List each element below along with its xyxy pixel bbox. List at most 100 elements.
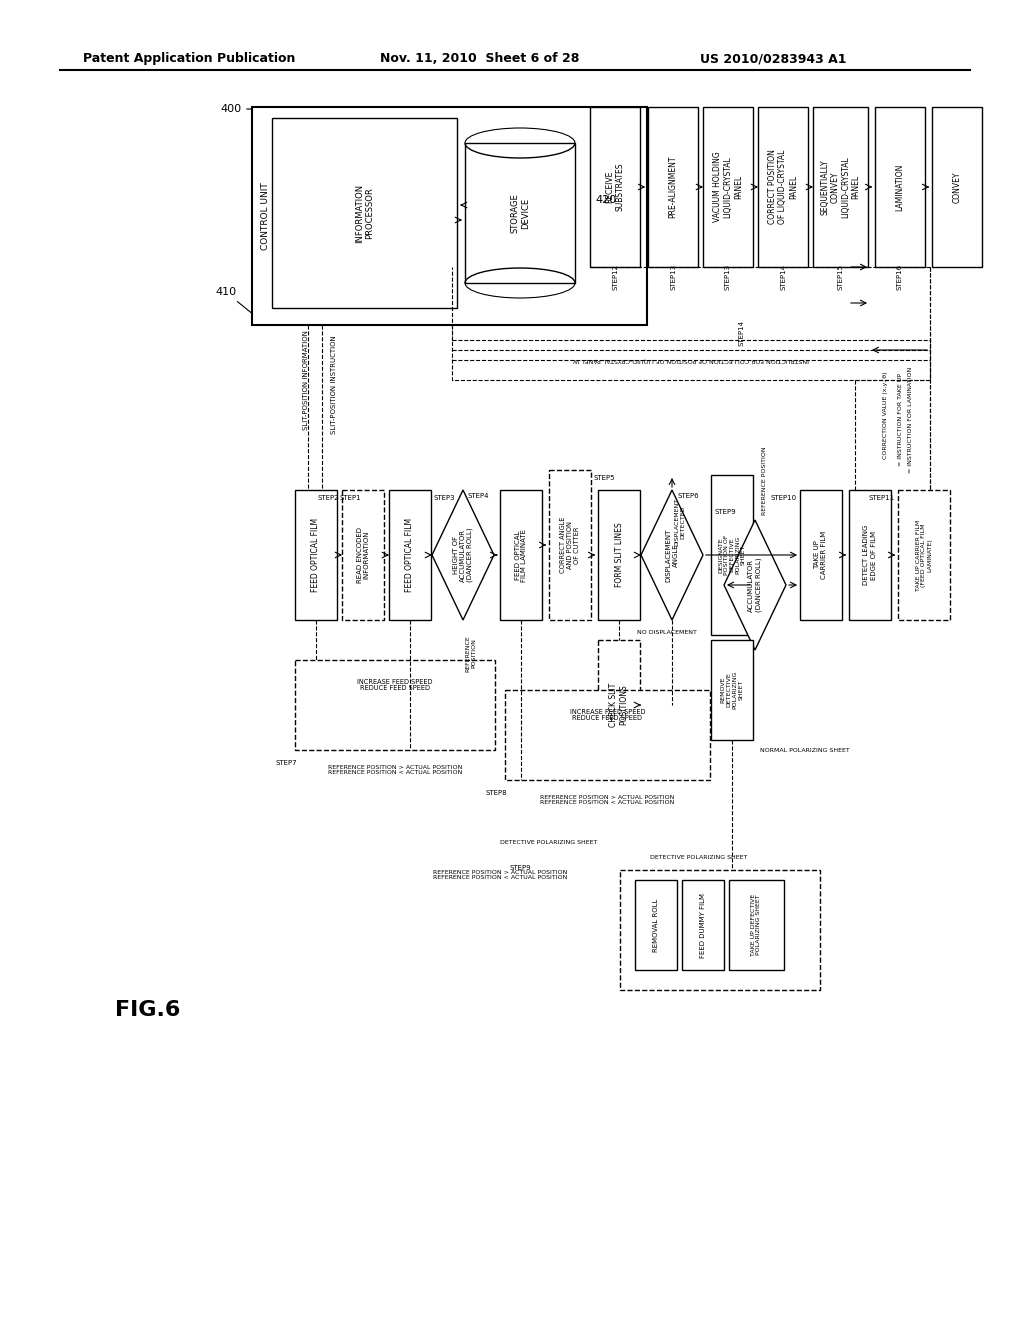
Text: = INSTRUCTION FOR TAKE UP: = INSTRUCTION FOR TAKE UP (897, 374, 902, 466)
Text: STEP14: STEP14 (780, 264, 786, 290)
Text: SLIT-POSITION INFORMATION: SLIT-POSITION INFORMATION (303, 330, 309, 430)
Bar (682, 880, 724, 970)
Bar (898, 490, 950, 620)
Text: FEED OPTICAL FILM: FEED OPTICAL FILM (406, 517, 415, 593)
Bar (711, 475, 753, 635)
Text: STEP11: STEP11 (869, 495, 895, 502)
Text: 400: 400 (220, 104, 251, 114)
Text: REFERENCE POSITION > ACTUAL POSITION
REFERENCE POSITION < ACTUAL POSITION: REFERENCE POSITION > ACTUAL POSITION REF… (433, 870, 567, 880)
Text: STEP9: STEP9 (510, 865, 531, 871)
Bar (549, 470, 591, 620)
Text: STEP6: STEP6 (677, 492, 698, 499)
Text: STEP13: STEP13 (670, 264, 676, 290)
Text: REFERENCE POSITION: REFERENCE POSITION (763, 446, 768, 515)
Text: STEP4: STEP4 (468, 492, 489, 499)
Text: PRE-ALIGNMENT: PRE-ALIGNMENT (669, 156, 678, 218)
Text: STEP3: STEP3 (434, 495, 456, 502)
Text: CORRECT POSITION
OF LIQUID-CRYSTAL
PANEL: CORRECT POSITION OF LIQUID-CRYSTAL PANEL (768, 149, 798, 224)
Bar (598, 640, 640, 770)
Text: Nov. 11, 2010  Sheet 6 of 28: Nov. 11, 2010 Sheet 6 of 28 (380, 51, 580, 65)
Bar (758, 107, 808, 267)
Text: REMOVAL ROLL: REMOVAL ROLL (653, 899, 659, 952)
Text: STEP9: STEP9 (714, 510, 736, 515)
Text: DETECTIVE POLARIZING SHEET: DETECTIVE POLARIZING SHEET (500, 840, 597, 845)
Text: READ ENCODED
INFORMATION: READ ENCODED INFORMATION (356, 527, 370, 583)
Bar (598, 490, 640, 620)
Text: REFERENCE POSITION > ACTUAL POSITION
REFERENCE POSITION < ACTUAL POSITION: REFERENCE POSITION > ACTUAL POSITION REF… (541, 795, 675, 805)
Text: STEP16: STEP16 (897, 264, 903, 290)
Text: STEP15: STEP15 (838, 264, 844, 290)
Polygon shape (432, 490, 494, 620)
Text: FORM SLIT LINES: FORM SLIT LINES (614, 523, 624, 587)
Text: FIG.6: FIG.6 (116, 1001, 180, 1020)
Text: INCREASE FEED SPEED
REDUCE FEED SPEED: INCREASE FEED SPEED REDUCE FEED SPEED (569, 709, 645, 722)
Bar (729, 880, 784, 970)
Text: INCREASE FEED SPEED
REDUCE FEED SPEED: INCREASE FEED SPEED REDUCE FEED SPEED (357, 678, 433, 692)
Text: REFERENCE POSITION > ACTUAL POSITION
REFERENCE POSITION < ACTUAL POSITION: REFERENCE POSITION > ACTUAL POSITION REF… (328, 764, 462, 775)
Text: STEP13: STEP13 (725, 264, 731, 290)
Text: REMOVE
DETECTIVE
POLARIZING
SHEET: REMOVE DETECTIVE POLARIZING SHEET (721, 671, 743, 709)
Bar (252, 107, 647, 325)
Text: DETECTIVE POLARIZING SHEET: DETECTIVE POLARIZING SHEET (650, 855, 748, 861)
Text: DESIGNATE
POSITION OF
DEFECTIVE
POLARIZING
SHEET: DESIGNATE POSITION OF DEFECTIVE POLARIZI… (718, 535, 746, 576)
Text: CORRECT ANGLE
AND POSITION
OF CUTTER: CORRECT ANGLE AND POSITION OF CUTTER (560, 517, 580, 573)
Bar (635, 880, 677, 970)
Bar (272, 117, 457, 308)
Text: DISPLACEMENT
DETECTED: DISPLACEMENT DETECTED (675, 498, 685, 546)
Text: STEP14: STEP14 (739, 319, 745, 346)
Text: STEP8: STEP8 (485, 789, 507, 796)
Bar (295, 660, 495, 750)
Bar (849, 490, 891, 620)
Text: 420: 420 (595, 195, 616, 205)
Text: STEP10: STEP10 (771, 495, 797, 502)
Text: STEP7: STEP7 (275, 760, 297, 766)
Text: DETECT LEADING
EDGE OF FILM: DETECT LEADING EDGE OF FILM (863, 525, 877, 585)
Bar (590, 107, 640, 267)
Bar (800, 490, 842, 620)
Text: = INSTRUCTION FOR LAMINATION: = INSTRUCTION FOR LAMINATION (907, 367, 912, 473)
Bar (932, 107, 982, 267)
Text: 410: 410 (215, 286, 252, 313)
Text: US 2010/0283943 A1: US 2010/0283943 A1 (700, 51, 847, 65)
Bar (342, 490, 384, 620)
Bar (703, 107, 753, 267)
Text: FEED OPTICAL FILM: FEED OPTICAL FILM (311, 517, 321, 593)
Polygon shape (641, 490, 703, 620)
Bar (874, 107, 925, 267)
Bar (500, 490, 542, 620)
Text: RECEIVE
SUBSTRATES: RECEIVE SUBSTRATES (605, 162, 625, 211)
Text: Patent Application Publication: Patent Application Publication (83, 51, 295, 65)
Text: INSTRUCTION FOR COLLECTION OF POSITION OF LIQUID-CRYSTAL PANEL W: INSTRUCTION FOR COLLECTION OF POSITION O… (573, 358, 809, 363)
Text: VACUUM HOLDING
LIQUID-CRYSTAL
PANEL: VACUUM HOLDING LIQUID-CRYSTAL PANEL (713, 152, 742, 222)
Text: NO DISPLACEMENT: NO DISPLACEMENT (637, 630, 697, 635)
Text: TAKE UP
CARRIER FILM: TAKE UP CARRIER FILM (814, 531, 827, 579)
Polygon shape (724, 520, 786, 649)
Text: FEED OPTICAL
FILM LAMINATE: FEED OPTICAL FILM LAMINATE (514, 528, 527, 582)
Text: TAKE UP DEFECTIVE
POLARIZING SHEET: TAKE UP DEFECTIVE POLARIZING SHEET (751, 894, 762, 956)
Text: HEIGHT OF
ACCUMULATOR
(DANCER ROLL): HEIGHT OF ACCUMULATOR (DANCER ROLL) (453, 528, 473, 582)
Bar (465, 143, 575, 282)
Text: DISPLACEMENT
ANGLE: DISPLACEMENT ANGLE (666, 528, 679, 582)
Text: STEP1: STEP1 (340, 495, 361, 502)
Bar (295, 490, 337, 620)
Bar (389, 490, 431, 620)
Bar (505, 690, 710, 780)
Text: CONVEY: CONVEY (952, 172, 962, 203)
Bar (452, 341, 930, 380)
Text: TAKE UP CARRIER FILM
(FEED OPTICAL FILM
LAMINATE): TAKE UP CARRIER FILM (FEED OPTICAL FILM … (915, 519, 932, 590)
Text: SLIT-POSITION INSTRUCTION: SLIT-POSITION INSTRUCTION (331, 335, 337, 434)
Bar (813, 107, 868, 267)
Text: NORMAL POLARIZING SHEET: NORMAL POLARIZING SHEET (760, 747, 850, 752)
Text: STEP2: STEP2 (317, 495, 339, 502)
Text: STEP5: STEP5 (594, 475, 615, 480)
Text: SEQUENTIALLY
CONVEY
LIQUID-CRYSTAL
PANEL: SEQUENTIALLY CONVEY LIQUID-CRYSTAL PANEL (820, 156, 860, 218)
Bar (648, 107, 698, 267)
Text: INFORMATION
PROCESSOR: INFORMATION PROCESSOR (354, 183, 374, 243)
Text: REFERENCE
POSITION: REFERENCE POSITION (466, 635, 476, 672)
Text: ACCUMULATOR
(DANCER ROLL): ACCUMULATOR (DANCER ROLL) (749, 557, 762, 612)
Text: STORAGE
DEVICE: STORAGE DEVICE (510, 193, 529, 232)
Text: LAMINATION: LAMINATION (896, 164, 904, 211)
Text: CONTROL UNIT: CONTROL UNIT (261, 182, 270, 249)
Text: FEED DUMMY FILM: FEED DUMMY FILM (700, 892, 706, 957)
Bar (711, 640, 753, 741)
